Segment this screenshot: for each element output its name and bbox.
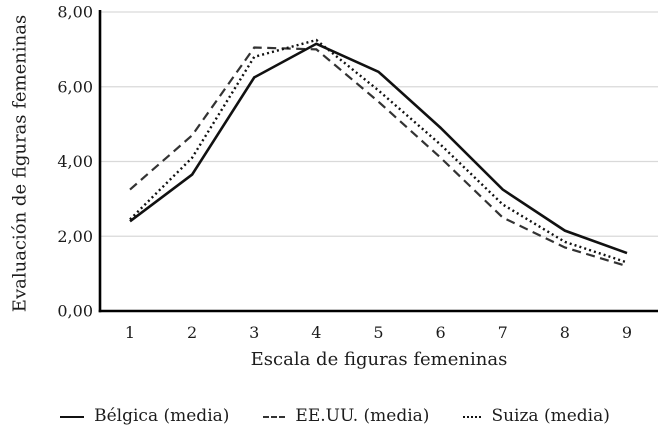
y-tick-label: 8,00 [57,3,93,22]
legend-item-eeuu: EE.UU. (media) [263,406,429,426]
x-tick-label: 9 [622,323,632,342]
x-tick-label: 6 [436,323,446,342]
x-tick-label: 2 [187,323,197,342]
series-line-dotted [129,38,628,264]
x-axis-title: Escala de figuras femeninas [250,349,508,370]
dashed-line-swatch-icon [263,416,286,418]
y-tick-label: 6,00 [57,77,93,96]
y-tick-label: 2,00 [57,227,93,246]
series-line-solid [129,42,628,255]
legend-label: EE.UU. (media) [295,406,430,426]
x-tick-label: 7 [498,323,508,342]
series-line-dashed [129,46,628,268]
y-tick-label: 0,00 [57,302,93,321]
x-tick-label: 3 [249,323,259,342]
chart-legend: Bélgica (media) EE.UU. (media) Suiza (me… [0,406,670,426]
dotted-line-swatch-icon [463,416,482,418]
legend-label: Suiza (media) [491,406,610,426]
x-tick-label: 4 [311,323,321,342]
solid-line-swatch-icon [60,416,85,418]
legend-label: Bélgica (media) [94,406,230,426]
x-tick-label: 8 [560,323,570,342]
y-tick-label: 4,00 [57,152,93,171]
x-tick-label: 1 [125,323,135,342]
legend-item-belgica: Bélgica (media) [60,406,229,426]
line-chart-canvas: 0,00 2,00 4,00 6,00 8,00 1 2 3 4 5 6 7 8 9 [57,3,658,342]
x-tick-label: 5 [373,323,383,342]
legend-item-suiza: Suiza (media) [463,406,610,426]
